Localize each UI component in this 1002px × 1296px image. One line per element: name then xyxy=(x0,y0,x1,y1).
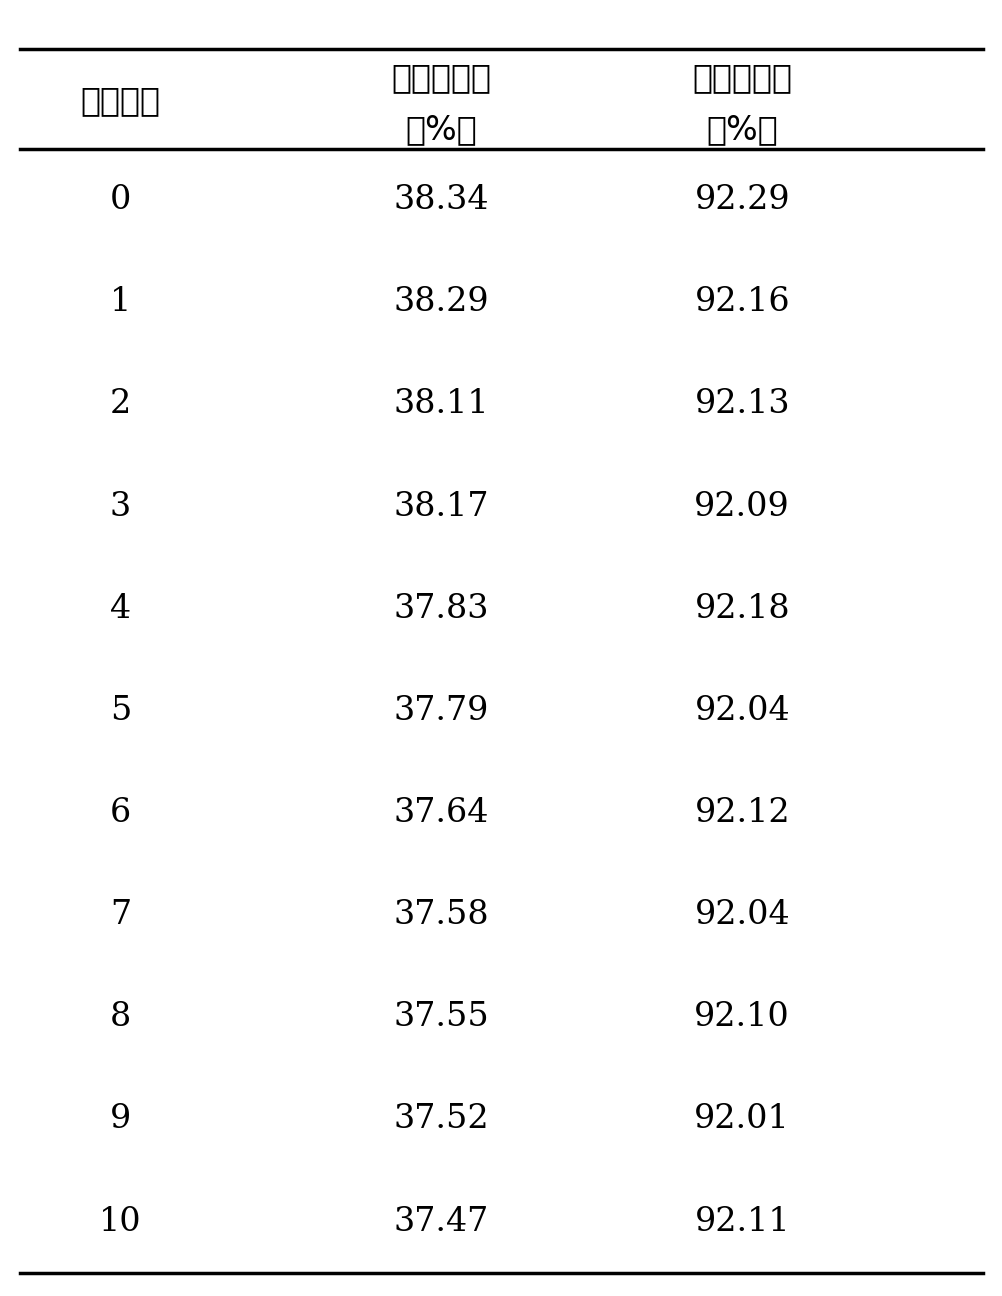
Text: 3: 3 xyxy=(109,491,131,522)
Text: 92.04: 92.04 xyxy=(693,695,790,727)
Text: 92.09: 92.09 xyxy=(693,491,790,522)
Text: 92.18: 92.18 xyxy=(693,592,790,625)
Text: 7: 7 xyxy=(109,899,131,931)
Text: 38.29: 38.29 xyxy=(393,286,489,319)
Text: 92.11: 92.11 xyxy=(693,1205,790,1238)
Text: 92.12: 92.12 xyxy=(693,797,790,829)
Text: （%）: （%） xyxy=(705,113,778,146)
Text: 37.83: 37.83 xyxy=(393,592,489,625)
Text: 5: 5 xyxy=(109,695,131,727)
Text: 37.58: 37.58 xyxy=(393,899,489,931)
Text: 丙烷转化率: 丙烷转化率 xyxy=(391,61,491,95)
Text: 37.64: 37.64 xyxy=(393,797,489,829)
Text: 10: 10 xyxy=(99,1205,141,1238)
Text: 丙烯选择性: 丙烯选择性 xyxy=(691,61,792,95)
Text: 37.79: 37.79 xyxy=(393,695,489,727)
Text: 92.13: 92.13 xyxy=(693,389,790,420)
Text: 1: 1 xyxy=(109,286,131,319)
Text: 38.11: 38.11 xyxy=(393,389,489,420)
Text: 38.34: 38.34 xyxy=(393,184,489,216)
Text: 92.29: 92.29 xyxy=(693,184,790,216)
Text: 0: 0 xyxy=(109,184,131,216)
Text: 38.17: 38.17 xyxy=(393,491,489,522)
Text: 92.01: 92.01 xyxy=(693,1103,790,1135)
Text: 92.10: 92.10 xyxy=(693,1002,790,1033)
Text: 37.47: 37.47 xyxy=(394,1205,488,1238)
Text: 2: 2 xyxy=(109,389,131,420)
Text: 92.16: 92.16 xyxy=(693,286,790,319)
Text: 92.04: 92.04 xyxy=(693,899,790,931)
Text: 9: 9 xyxy=(109,1103,131,1135)
Text: 再生次数: 再生次数 xyxy=(80,84,160,118)
Text: 37.55: 37.55 xyxy=(393,1002,489,1033)
Text: 6: 6 xyxy=(109,797,131,829)
Text: （%）: （%） xyxy=(405,113,477,146)
Text: 37.52: 37.52 xyxy=(393,1103,489,1135)
Text: 8: 8 xyxy=(109,1002,131,1033)
Text: 4: 4 xyxy=(109,592,131,625)
